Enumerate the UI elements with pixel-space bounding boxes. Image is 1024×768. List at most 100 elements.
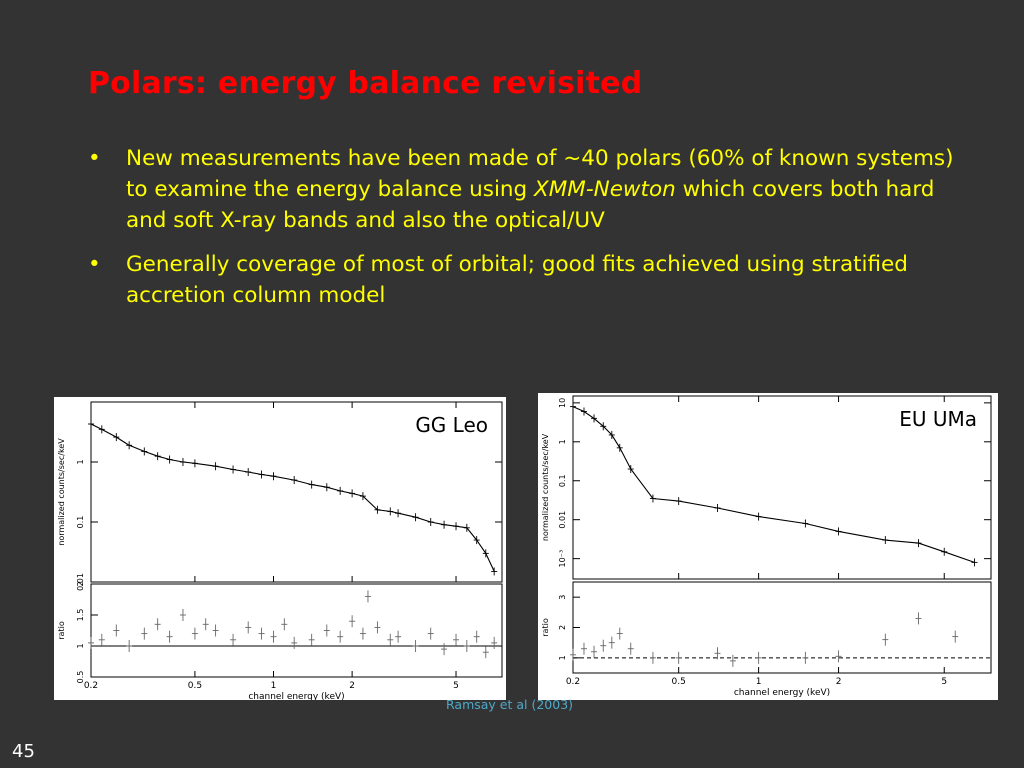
data-point (441, 520, 448, 529)
ratio-point (835, 650, 842, 663)
data-point (270, 472, 277, 481)
data-point (126, 441, 133, 450)
slide-title: Polars: energy balance revisited (88, 66, 643, 101)
ratio-point (627, 642, 634, 655)
bullet-glyph: • (88, 252, 101, 277)
data-point (308, 480, 315, 489)
data-point (179, 458, 186, 466)
data-point (600, 422, 607, 431)
ratio-point (258, 627, 265, 640)
data-point (835, 527, 842, 536)
ratio-point (427, 627, 434, 640)
data-point (882, 536, 889, 545)
ratio-point (191, 627, 198, 640)
data-point (591, 414, 598, 423)
model-line (90, 423, 495, 572)
ratio-point (755, 651, 762, 664)
ratio-point (98, 633, 105, 646)
bottom-y-tick-label: 0.5 (76, 671, 85, 684)
ratio-point (374, 621, 381, 634)
ratio-point (591, 645, 598, 658)
bullet-glyph: • (88, 146, 101, 171)
top-panel-frame (90, 401, 503, 583)
citation: Ramsay et al (2003) (446, 697, 574, 712)
data-point (649, 494, 656, 503)
x-tick-label: 0.2 (84, 681, 98, 691)
ratio-point (616, 627, 623, 640)
data-point (337, 486, 344, 495)
x-tick-label: 2 (836, 677, 842, 687)
top-y-tick-label: 0.1 (558, 474, 567, 487)
ratio-point (491, 636, 498, 649)
x-tick-label: 0.2 (566, 677, 580, 687)
x-tick-label: 5 (941, 677, 947, 687)
x-axis-label: channel energy (keV) (248, 692, 344, 700)
bullet-1-text-italic: XMM-Newton (534, 177, 676, 202)
ratio-point (291, 636, 298, 649)
ratio-point (337, 630, 344, 643)
top-y-tick-label: 10 (558, 398, 567, 408)
x-tick-label: 0.5 (188, 681, 202, 691)
ratio-point (126, 640, 133, 652)
gg-leo-spectrum-chart: 0.2 0.5 1 2 5 channel energy (keV) 0.01 0.1 1 nor… (54, 397, 506, 702)
ratio-point (88, 636, 94, 649)
data-point (802, 519, 809, 528)
data-point (166, 455, 173, 464)
data-point (374, 505, 381, 514)
data-point (453, 522, 460, 531)
bottom-panel-frame (572, 581, 992, 674)
data-point (941, 547, 948, 556)
data-point (387, 507, 394, 516)
ratio-point (463, 640, 470, 652)
ratio-point (281, 618, 288, 631)
bullet-item-1: • New measurements have been made of ~40… (88, 143, 968, 236)
bullet-1-text-pre: New measurements have been made of ~40 p… (126, 146, 954, 202)
data-point (349, 489, 356, 498)
eu-uma-spectrum-chart: 0.2 0.5 1 2 5 channel energy (keV) 10⁻³ 0.01 0.1… (538, 393, 998, 700)
ratio-point (608, 636, 615, 649)
ratio-point (729, 654, 736, 667)
top-y-tick-label: 1 (558, 439, 567, 444)
data-point (88, 419, 94, 428)
data-point (154, 452, 161, 461)
data-point (323, 483, 330, 492)
x-tick-label: 5 (453, 681, 459, 691)
page-number: 45 (12, 741, 35, 762)
ratio-point (395, 630, 402, 643)
data-point (113, 433, 120, 442)
ratio-point (230, 633, 237, 646)
ratio-point (675, 651, 682, 664)
ratio-point (473, 630, 480, 643)
x-tick-label: 2 (349, 681, 355, 691)
data-point (191, 459, 198, 468)
data-point (463, 523, 470, 532)
ratio-point (387, 633, 394, 646)
ratio-point (570, 648, 576, 661)
ratio-point (915, 612, 922, 625)
ratio-point (952, 630, 959, 643)
ratio-point (323, 624, 330, 637)
bottom-y-tick-label: 3 (558, 595, 567, 600)
ratio-point (412, 640, 419, 652)
ratio-point (154, 618, 161, 631)
data-point (714, 503, 721, 512)
data-point (427, 518, 434, 526)
data-point (98, 425, 105, 434)
top-y-axis-label: normalized counts/sec/keV (57, 438, 66, 546)
data-point (915, 539, 922, 548)
data-point (230, 465, 237, 474)
data-point (627, 465, 634, 474)
data-point (482, 549, 489, 558)
ratio-point (141, 627, 148, 640)
top-y-tick-label: 10⁻³ (558, 550, 567, 568)
ratio-point (714, 647, 721, 660)
ratio-point (359, 627, 366, 640)
data-point (570, 402, 576, 411)
data-point (395, 509, 402, 518)
ratio-point (270, 630, 277, 643)
ratio-point (212, 624, 219, 637)
data-point (971, 558, 978, 567)
bullet-item-2: • Generally coverage of most of orbital;… (88, 249, 968, 311)
bottom-panel-frame (90, 583, 503, 678)
ratio-point (166, 630, 173, 643)
